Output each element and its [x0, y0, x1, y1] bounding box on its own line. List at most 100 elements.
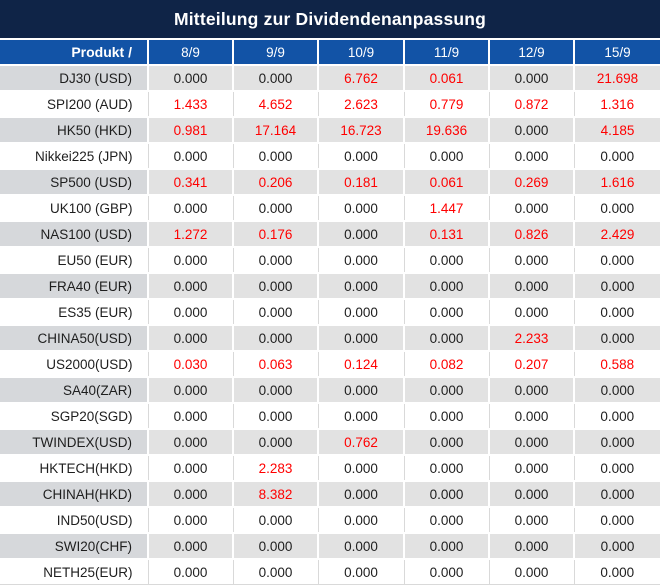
value-cell: 0.000	[573, 559, 660, 585]
value-cell: 0.000	[403, 143, 489, 169]
column-header-date-1: 8/9	[147, 40, 233, 65]
value-cell: 0.000	[488, 272, 574, 300]
table-row: Nikkei225 (JPN) 0.000 0.000 0.000 0.000 0.000…	[0, 143, 660, 169]
value-cell: 0.000	[573, 247, 660, 273]
table-row: SPI200 (AUD) 1.433 4.652 2.623 0.779 0.872 1.3…	[0, 91, 660, 117]
table-row: TWINDEX(USD) 0.000 0.000 0.762 0.000 0.000 0.0…	[0, 428, 660, 456]
value-cell: 0.000	[232, 195, 318, 221]
value-cell: 0.000	[317, 143, 404, 169]
value-cell: 0.000	[147, 559, 233, 585]
value-cell: 0.000	[317, 247, 404, 273]
column-header-product: Produkt /	[0, 40, 148, 65]
value-cell: 0.000	[403, 272, 489, 300]
value-cell: 0.000	[317, 220, 404, 248]
table-row: SA40(ZAR) 0.000 0.000 0.000 0.000 0.000 0.000	[0, 376, 660, 404]
value-cell: 0.000	[147, 247, 233, 273]
product-cell: HK50 (HKD)	[0, 116, 148, 144]
column-header-date-6: 15/9	[573, 40, 660, 65]
value-cell: 0.000	[147, 480, 233, 508]
value-cell: 0.000	[232, 559, 318, 585]
value-cell: 0.588	[573, 351, 660, 377]
product-cell: SPI200 (AUD)	[0, 91, 148, 117]
value-cell: 0.061	[403, 64, 489, 92]
value-cell: 0.000	[232, 143, 318, 169]
value-cell: 4.652	[232, 91, 318, 117]
value-cell: 1.616	[573, 168, 660, 196]
value-cell: 0.000	[232, 507, 318, 533]
table-row: IND50(USD) 0.000 0.000 0.000 0.000 0.000 0.000	[0, 507, 660, 533]
value-cell: 0.000	[573, 455, 660, 481]
value-cell: 0.000	[147, 428, 233, 456]
value-cell: 0.000	[488, 507, 574, 533]
product-cell: CHINA50(USD)	[0, 324, 148, 352]
value-cell: 16.723	[317, 116, 404, 144]
table-row: HKTECH(HKD) 0.000 2.283 0.000 0.000 0.000 0.00…	[0, 455, 660, 481]
table-row: CHINAH(HKD) 0.000 8.382 0.000 0.000 0.000 0.00…	[0, 480, 660, 508]
value-cell: 0.000	[488, 116, 574, 144]
value-cell: 0.826	[488, 220, 574, 248]
table-row: SP500 (USD) 0.341 0.206 0.181 0.061 0.269 1.61…	[0, 168, 660, 196]
value-cell: 0.000	[232, 272, 318, 300]
value-cell: 0.000	[488, 480, 574, 508]
value-cell: 0.000	[403, 532, 489, 560]
product-cell: UK100 (GBP)	[0, 195, 148, 221]
table-row: CHINA50(USD) 0.000 0.000 0.000 0.000 2.233 0.0…	[0, 324, 660, 352]
product-cell: DJ30 (USD)	[0, 64, 148, 92]
value-cell: 0.000	[573, 403, 660, 429]
value-cell: 0.181	[317, 168, 404, 196]
product-cell: HKTECH(HKD)	[0, 455, 148, 481]
column-header-date-4: 11/9	[403, 40, 489, 65]
value-cell: 0.000	[232, 376, 318, 404]
value-cell: 0.000	[488, 428, 574, 456]
value-cell: 0.000	[488, 195, 574, 221]
value-cell: 0.000	[147, 403, 233, 429]
value-cell: 0.000	[573, 480, 660, 508]
value-cell: 0.269	[488, 168, 574, 196]
value-cell: 0.000	[317, 299, 404, 325]
table-row: DJ30 (USD) 0.000 0.000 6.762 0.061 0.000 21.69…	[0, 64, 660, 92]
table-row: UK100 (GBP) 0.000 0.000 0.000 1.447 0.000 0.00…	[0, 195, 660, 221]
value-cell: 1.433	[147, 91, 233, 117]
value-cell: 0.000	[317, 195, 404, 221]
value-cell: 0.000	[317, 532, 404, 560]
value-cell: 0.779	[403, 91, 489, 117]
value-cell: 0.000	[573, 507, 660, 533]
value-cell: 2.429	[573, 220, 660, 248]
product-cell: IND50(USD)	[0, 507, 148, 533]
table-row: NAS100 (USD) 1.272 0.176 0.000 0.131 0.826 2.4…	[0, 220, 660, 248]
value-cell: 0.000	[232, 532, 318, 560]
dividend-table: Produkt / 8/9 9/9 10/9 11/9 12/9 15/9 DJ…	[0, 40, 660, 585]
value-cell: 0.000	[488, 403, 574, 429]
value-cell: 0.000	[488, 143, 574, 169]
product-cell: FRA40 (EUR)	[0, 272, 148, 300]
value-cell: 0.000	[232, 428, 318, 456]
value-cell: 1.447	[403, 195, 489, 221]
value-cell: 21.698	[573, 64, 660, 92]
value-cell: 0.000	[317, 272, 404, 300]
value-cell: 0.000	[317, 403, 404, 429]
table-row: SGP20(SGD) 0.000 0.000 0.000 0.000 0.000 0.000	[0, 403, 660, 429]
table-row: FRA40 (EUR) 0.000 0.000 0.000 0.000 0.000 0.00…	[0, 272, 660, 300]
value-cell: 0.206	[232, 168, 318, 196]
table-body: DJ30 (USD) 0.000 0.000 6.762 0.061 0.000 21.69…	[0, 64, 660, 585]
value-cell: 0.000	[232, 299, 318, 325]
column-header-date-2: 9/9	[232, 40, 318, 65]
value-cell: 0.000	[488, 299, 574, 325]
column-header-date-3: 10/9	[317, 40, 404, 65]
product-cell: Nikkei225 (JPN)	[0, 143, 148, 169]
value-cell: 0.000	[147, 195, 233, 221]
value-cell: 0.061	[403, 168, 489, 196]
table-row: US2000(USD) 0.030 0.063 0.124 0.082 0.207 0.58…	[0, 351, 660, 377]
value-cell: 0.000	[317, 324, 404, 352]
value-cell: 0.000	[403, 455, 489, 481]
value-cell: 0.000	[573, 324, 660, 352]
value-cell: 0.000	[403, 324, 489, 352]
value-cell: 4.185	[573, 116, 660, 144]
value-cell: 0.000	[488, 64, 574, 92]
value-cell: 0.000	[573, 143, 660, 169]
value-cell: 0.000	[573, 299, 660, 325]
value-cell: 0.000	[317, 507, 404, 533]
value-cell: 0.000	[403, 507, 489, 533]
product-cell: TWINDEX(USD)	[0, 428, 148, 456]
value-cell: 0.207	[488, 351, 574, 377]
